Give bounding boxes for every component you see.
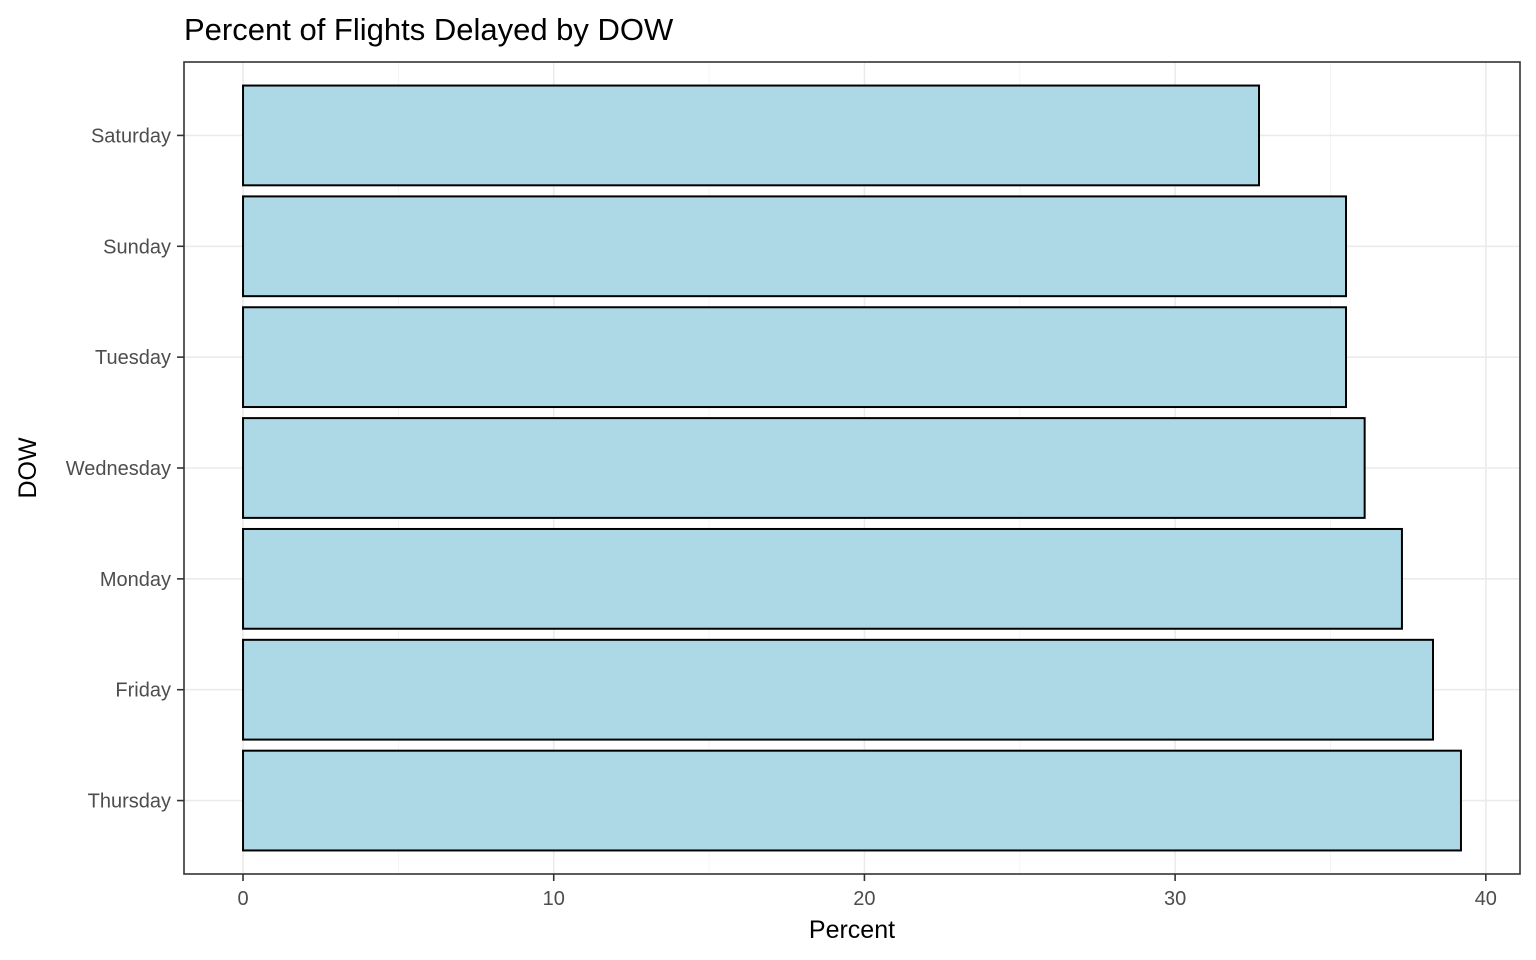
x-tick-label: 20 <box>853 888 875 910</box>
bar-sunday <box>242 195 1348 298</box>
x-tick-label: 0 <box>237 888 248 910</box>
x-tick-label: 30 <box>1164 888 1186 910</box>
y-tick-label: Tuesday <box>95 347 171 369</box>
y-tick-label: Monday <box>100 569 171 591</box>
x-tick-label: 40 <box>1475 888 1497 910</box>
y-tick-label: Sunday <box>103 236 171 258</box>
y-tick-label: Wednesday <box>66 458 171 480</box>
bar-saturday <box>242 84 1261 187</box>
bar-tuesday <box>242 306 1348 409</box>
bar-monday <box>242 527 1403 630</box>
y-tick-label: Thursday <box>88 791 171 813</box>
x-axis: 0 10 20 30 40 <box>237 874 1497 910</box>
bars <box>242 84 1462 852</box>
x-axis-title: Percent <box>809 916 895 944</box>
y-axis: Saturday Sunday Tuesday Wednesday Monday Frid… <box>66 125 184 813</box>
y-axis-title: DOW <box>14 437 42 499</box>
x-tick-label: 10 <box>543 888 565 910</box>
y-tick-label: Friday <box>115 680 171 702</box>
bar-friday <box>242 638 1435 741</box>
chart-title: Percent of Flights Delayed by DOW <box>184 12 674 47</box>
y-tick-label: Saturday <box>91 125 171 147</box>
bar-thursday <box>242 749 1462 852</box>
bar-wednesday <box>242 417 1366 519</box>
